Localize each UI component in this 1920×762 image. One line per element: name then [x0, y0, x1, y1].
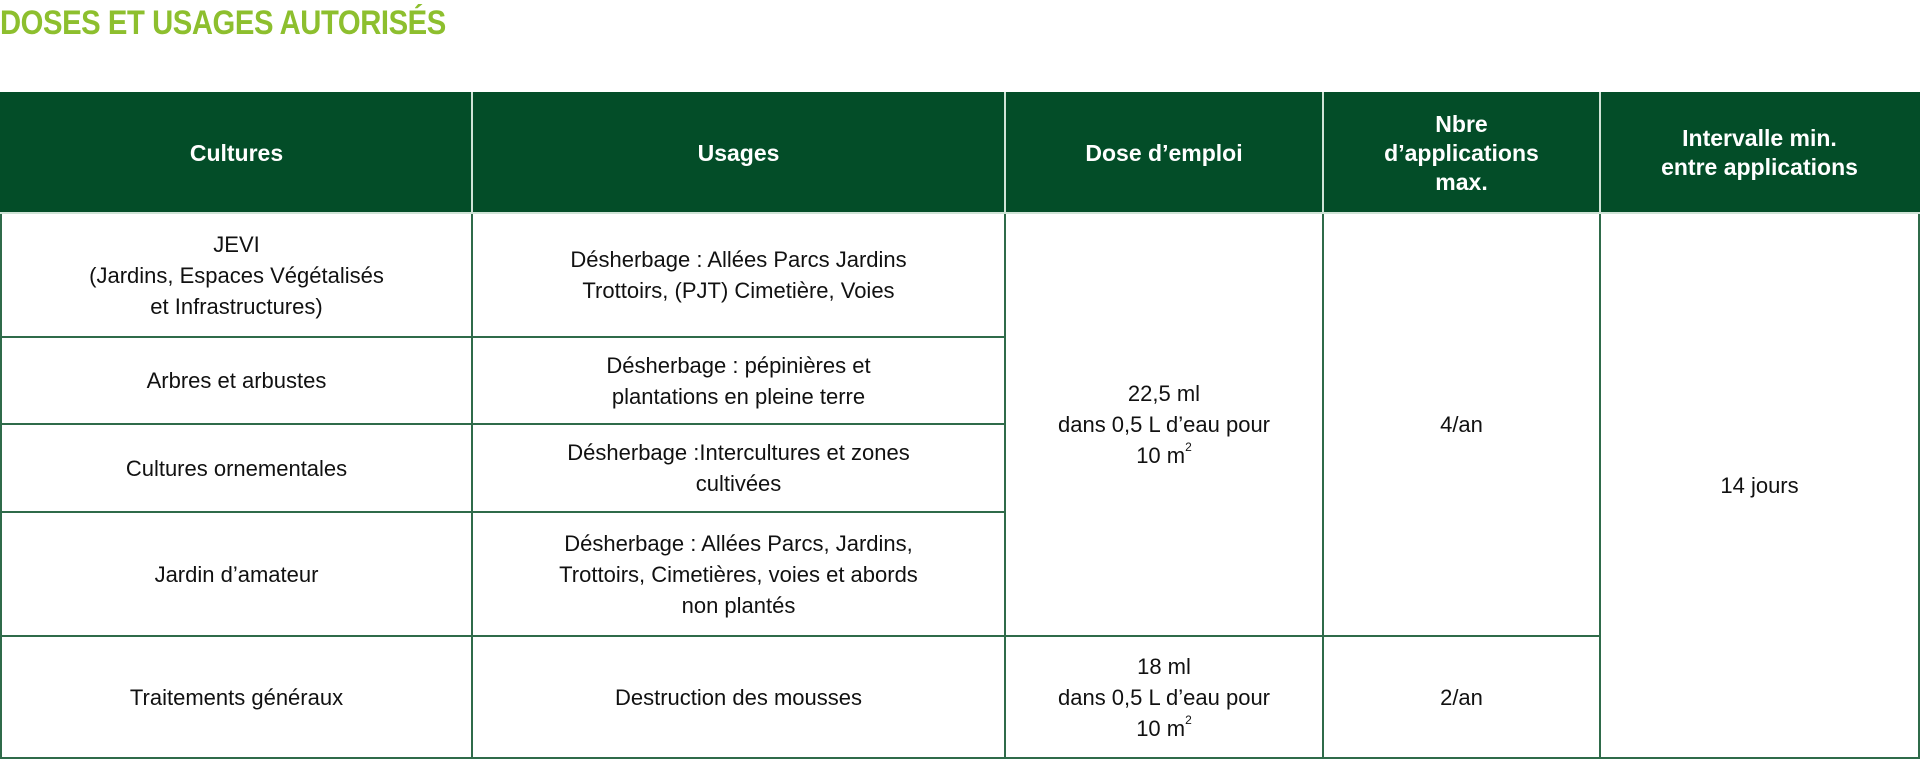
cell-line: (Jardins, Espaces Végétalisés — [89, 262, 384, 288]
cell-line: JEVI — [213, 231, 260, 257]
cell-line: Trottoirs, Cimetières, voies et abords — [559, 561, 918, 587]
dose-cell: 18 ml dans 0,5 L d’eau pour 10 m2 — [1004, 635, 1324, 759]
table-row: Jardin d’amateur Désherbage : Allées Par… — [0, 511, 1919, 637]
table-row: Traitements généraux Destruction des mou… — [0, 635, 1919, 759]
doses-table: Cultures Usages Dose d’emploi Nbre d’app… — [0, 92, 1920, 759]
usage-cell: Désherbage : pépinières et plantations e… — [471, 336, 1006, 425]
area-value: 10 m — [1136, 443, 1186, 468]
header-line: max. — [1435, 168, 1488, 195]
dose-area: 10 m2 — [1014, 713, 1314, 744]
cell-line: plantations en pleine terre — [611, 383, 866, 409]
header-row: Cultures Usages Dose d’emploi Nbre d’app… — [0, 92, 1920, 214]
table-row: Cultures ornementales Désherbage :Interc… — [0, 423, 1919, 513]
dose-water: dans 0,5 L d’eau pour — [1057, 684, 1271, 710]
culture-cell: Traitements généraux — [0, 635, 473, 759]
applications-cell: 4/an — [1322, 212, 1601, 637]
culture-cell: Arbres et arbustes — [0, 336, 473, 425]
header-line: entre applications — [1661, 154, 1858, 180]
header-cultures: Cultures — [0, 92, 473, 214]
dose-area: 10 m2 — [1014, 440, 1314, 471]
dose-water: dans 0,5 L d’eau pour — [1057, 412, 1271, 437]
cell-line: Désherbage : Allées Parcs Jardins — [570, 247, 907, 272]
area-exponent: 2 — [1185, 440, 1192, 454]
culture-cell: Cultures ornementales — [0, 423, 473, 513]
header-nbre-applications: Nbre d’applications max. — [1322, 92, 1601, 214]
usage-cell: Désherbage : Allées Parcs, Jardins, Trot… — [471, 511, 1006, 637]
dose-amount: 18 ml — [1137, 653, 1191, 679]
area-value: 10 m — [1136, 715, 1186, 741]
area-exponent: 2 — [1185, 712, 1192, 727]
header-usages: Usages — [471, 92, 1006, 214]
culture-cell: Jardin d’amateur — [0, 511, 473, 637]
culture-cell: JEVI (Jardins, Espaces Végétalisés et In… — [0, 212, 473, 338]
cell-line: Désherbage : Allées Parcs, Jardins, — [564, 530, 913, 556]
table-row: JEVI (Jardins, Espaces Végétalisés et In… — [0, 212, 1920, 759]
cell-line: non plantés — [681, 592, 796, 618]
header-dose: Dose d’emploi — [1004, 92, 1324, 214]
applications-cell: 2/an — [1322, 635, 1601, 759]
dose-cell: 22,5 ml dans 0,5 L d’eau pour 10 m2 — [1004, 212, 1324, 637]
usage-cell: Désherbage :Intercultures et zones culti… — [471, 423, 1006, 513]
usage-cell: Destruction des mousses — [471, 635, 1006, 759]
cell-line: Désherbage :Intercultures et zones — [567, 440, 910, 465]
header-line: Nbre — [1435, 110, 1488, 137]
cell-line: cultivées — [695, 471, 782, 496]
cell-line: et Infrastructures) — [150, 293, 323, 319]
table-row: Arbres et arbustes Désherbage : pépinièr… — [0, 336, 1919, 425]
dose-amount: 22,5 ml — [1127, 381, 1201, 406]
usage-cell: Désherbage : Allées Parcs Jardins Trotto… — [471, 212, 1006, 338]
cell-line: Trottoirs, (PJT) Cimetière, Voies — [582, 278, 895, 303]
interval-cell: 14 jours — [1599, 212, 1920, 759]
header-intervalle: Intervalle min. entre applications — [1599, 92, 1920, 214]
section-title: DOSES ET USAGES AUTORISÉS — [0, 4, 446, 42]
header-line: d’applications — [1384, 139, 1539, 166]
cell-line: Désherbage : pépinières et — [606, 352, 871, 378]
header-line: Intervalle min. — [1682, 125, 1837, 151]
